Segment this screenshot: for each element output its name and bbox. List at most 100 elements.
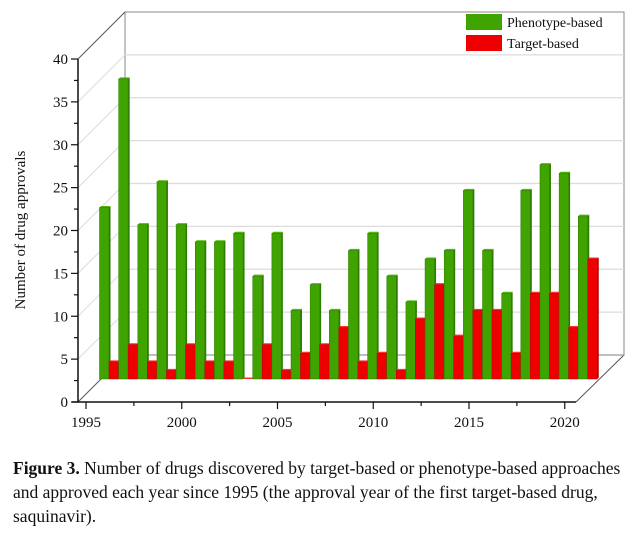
bar-top: [539, 163, 551, 165]
bar-top: [204, 360, 216, 362]
bar-top: [396, 368, 408, 371]
bar-top: [109, 360, 120, 362]
legend: Phenotype-based Target-based: [466, 14, 603, 52]
bar-top: [549, 291, 561, 294]
bar-top: [587, 257, 599, 259]
bar-front: [175, 224, 186, 380]
bar-front: [147, 361, 158, 380]
y-tick-label: 10: [53, 309, 68, 325]
bottom-right-edge: [575, 354, 625, 403]
bar-front: [386, 275, 397, 380]
bar-front: [568, 327, 579, 380]
bar-top: [300, 351, 312, 354]
x-tick-label: 1995: [71, 415, 101, 431]
target-bar-2004: [281, 368, 293, 380]
bar-front: [376, 353, 387, 380]
bar-top: [511, 351, 523, 354]
bar-top: [166, 368, 178, 371]
bar-front: [223, 361, 234, 380]
bar-front: [463, 190, 474, 380]
bar-front: [453, 335, 464, 380]
bar-top: [310, 283, 322, 285]
x-tick-label: 2000: [167, 415, 197, 431]
gridline-side: [77, 97, 126, 146]
bar-top: [195, 240, 207, 242]
y-tick-label: 35: [53, 95, 68, 111]
x-tick-label: 2015: [454, 415, 484, 431]
bar-front: [338, 327, 349, 380]
bar-side: [357, 248, 360, 379]
bar-front: [434, 284, 445, 380]
axes: 0 5 10 15 20 25 30 35 40 1995 2000 2005 2010 2015 2020: [53, 52, 580, 431]
bar-side: [185, 223, 188, 379]
phenotype-bar-2001: [214, 240, 226, 380]
bar-front: [137, 224, 148, 380]
target-bar-2011: [415, 317, 427, 380]
bar-front: [204, 361, 215, 380]
bar-front: [118, 78, 129, 380]
phenotype-bar-2008: [348, 248, 360, 380]
bar-top: [118, 77, 130, 79]
target-bar-2015: [491, 308, 503, 380]
gridline-side: [77, 140, 126, 188]
bar-front: [491, 310, 502, 380]
bar-side: [109, 206, 111, 379]
y-tick-label: 0: [61, 395, 69, 411]
bar-front: [329, 310, 340, 380]
bar-side: [166, 180, 168, 379]
bar-front: [578, 215, 588, 380]
y-axis-title: Number of drug approvals: [13, 150, 29, 309]
bar-front: [319, 344, 330, 380]
target-bar-2019: [568, 326, 580, 380]
bar-front: [127, 344, 138, 380]
bar-top: [271, 231, 283, 234]
target-bar-2003: [261, 343, 274, 380]
target-bar-2017: [530, 291, 542, 380]
y-tick-label: 25: [53, 181, 68, 197]
bar-front: [99, 207, 110, 380]
top-left-edge: [77, 11, 126, 60]
target-bar-1995: [108, 360, 120, 380]
bar-front: [396, 370, 406, 380]
bar-top: [348, 248, 360, 251]
x-tick-label: 2010: [358, 415, 388, 431]
target-bar-2000: [204, 360, 216, 380]
caption-text: Number of drugs discovered by target-bas…: [13, 458, 621, 526]
bar-top: [137, 223, 149, 225]
bar-top: [434, 283, 446, 285]
bar-top: [415, 317, 427, 319]
bar-top: [568, 326, 580, 328]
target-bar-2006: [319, 343, 331, 380]
legend-label-target: Target-based: [507, 37, 579, 52]
bar-side: [223, 240, 226, 379]
target-bar-2016: [510, 351, 523, 380]
bar-top: [281, 368, 293, 371]
bar-top: [377, 351, 389, 354]
bar-front: [587, 258, 598, 380]
y-tick-label: 15: [53, 266, 68, 282]
bar-top: [156, 180, 168, 182]
target-bar-2009: [376, 351, 389, 380]
bar-front: [405, 301, 416, 380]
bar-top: [233, 231, 245, 234]
bar-front: [520, 190, 531, 380]
bar-front: [549, 293, 560, 380]
bar-top: [243, 377, 255, 379]
bar-chart-3d: 0 5 10 15 20 25 30 35 40 1995 2000 2005 2010 2015 2020…: [13, 11, 625, 431]
bar-top: [425, 257, 437, 259]
bar-top: [520, 188, 532, 191]
bar-top: [252, 274, 264, 277]
bar-front: [108, 361, 119, 380]
bar-front: [482, 250, 493, 380]
phenotype-bar-1997: [137, 223, 149, 380]
bar-top: [128, 343, 140, 345]
bar-top: [386, 274, 398, 277]
bar-top: [291, 308, 302, 311]
figure-caption: Figure 3. Number of drugs discovered by …: [13, 456, 633, 528]
y-tick-label: 20: [53, 224, 68, 240]
bar-side: [396, 274, 398, 379]
legend-swatch-phenotype: [466, 14, 502, 30]
x-tick-label: 2020: [550, 415, 580, 431]
bar-front: [530, 293, 541, 380]
bar-top: [357, 360, 369, 362]
